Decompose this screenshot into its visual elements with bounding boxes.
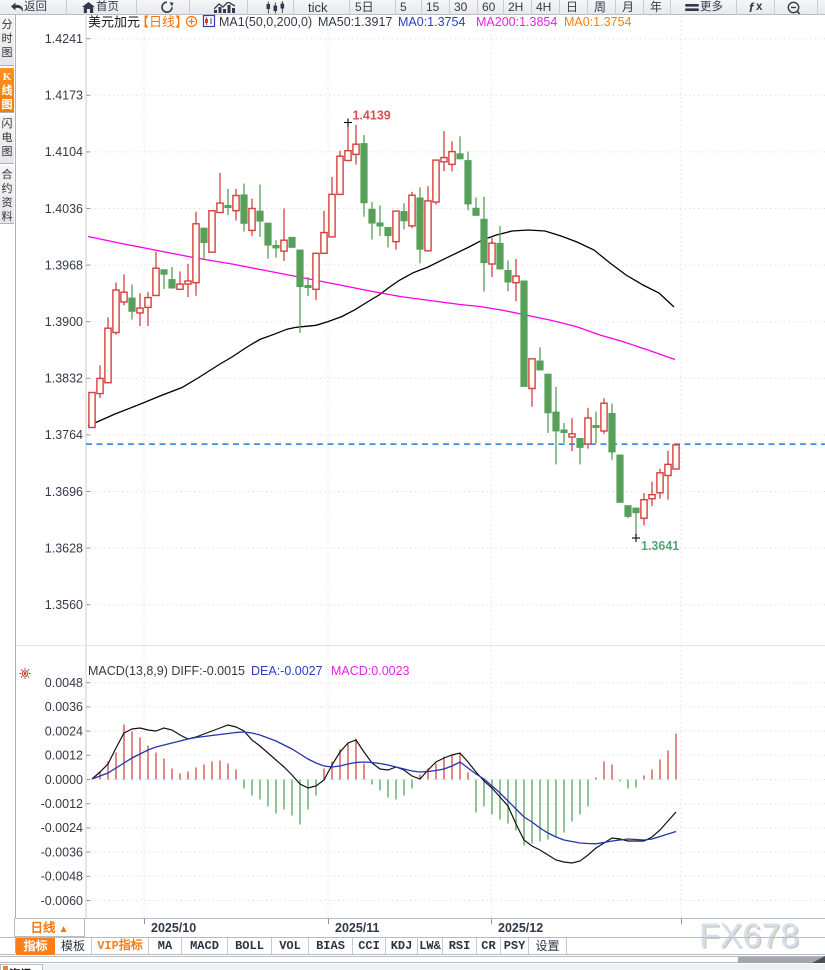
svg-text:MA1(50,0,200,0): MA1(50,0,200,0) [219, 15, 312, 29]
svg-text:1.4104: 1.4104 [45, 145, 83, 159]
svg-text:MACD(13,8,9) DIFF:-0.0015: MACD(13,8,9) DIFF:-0.0015 [88, 664, 245, 678]
svg-text:FX678: FX678 [699, 917, 799, 955]
svg-text:MACD:0.0023: MACD:0.0023 [331, 664, 410, 678]
svg-text:-0.0036: -0.0036 [41, 845, 83, 859]
svg-text:-0.0060: -0.0060 [41, 894, 83, 908]
svg-text:0.0000: 0.0000 [45, 773, 83, 787]
svg-text:MA0:1.3754: MA0:1.3754 [564, 15, 631, 29]
svg-text:1.3560: 1.3560 [45, 598, 83, 612]
svg-text:1.4173: 1.4173 [45, 89, 83, 103]
svg-text:0.0024: 0.0024 [45, 724, 83, 738]
svg-text:1.3832: 1.3832 [45, 372, 83, 386]
svg-text:1.3628: 1.3628 [45, 541, 83, 555]
svg-text:1.3968: 1.3968 [45, 258, 83, 272]
svg-text:MA0:1.3754: MA0:1.3754 [398, 15, 465, 29]
svg-text:1.3641: 1.3641 [641, 539, 679, 553]
svg-text:0.0036: 0.0036 [45, 700, 83, 714]
svg-text:美元加元: 美元加元 [88, 15, 140, 30]
svg-text:1.4036: 1.4036 [45, 202, 83, 216]
svg-text:0.0012: 0.0012 [45, 749, 83, 763]
svg-text:1.4241: 1.4241 [45, 32, 83, 46]
svg-text:1.3696: 1.3696 [45, 485, 83, 499]
svg-text:DEA:-0.0027: DEA:-0.0027 [251, 664, 323, 678]
svg-text:-0.0024: -0.0024 [41, 821, 83, 835]
svg-text:1.3764: 1.3764 [45, 428, 83, 442]
svg-text:MA200:1.3854: MA200:1.3854 [476, 15, 557, 29]
svg-text:0.0048: 0.0048 [45, 676, 83, 690]
svg-text:【日线】: 【日线】 [136, 15, 188, 30]
svg-text:-0.0048: -0.0048 [41, 870, 83, 884]
svg-text:-0.0012: -0.0012 [41, 797, 83, 811]
svg-text:MA50:1.3917: MA50:1.3917 [318, 15, 392, 29]
svg-text:1.4139: 1.4139 [353, 109, 391, 123]
svg-text:1.3900: 1.3900 [45, 315, 83, 329]
